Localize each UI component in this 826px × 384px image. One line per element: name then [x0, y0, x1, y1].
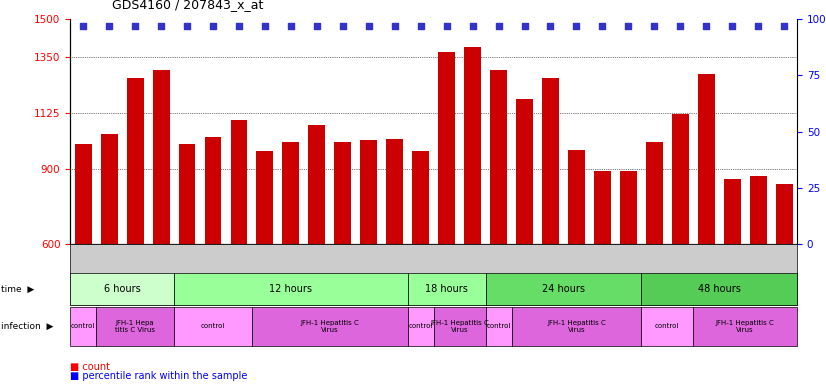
Text: JFH-1 Hepatitis C
Virus: JFH-1 Hepatitis C Virus — [301, 320, 359, 333]
Point — [492, 23, 506, 29]
Bar — [464, 47, 481, 244]
Bar — [360, 140, 377, 244]
Text: ■ count: ■ count — [70, 362, 110, 372]
Text: infection  ▶: infection ▶ — [1, 322, 53, 331]
Point — [362, 23, 375, 29]
Bar — [282, 142, 299, 244]
Point — [570, 23, 583, 29]
Point — [311, 23, 324, 29]
Bar — [490, 70, 507, 244]
Point — [725, 23, 738, 29]
Bar — [542, 78, 559, 244]
Bar — [776, 184, 792, 244]
Point — [232, 23, 245, 29]
Point — [596, 23, 609, 29]
Point — [622, 23, 635, 29]
Point — [180, 23, 193, 29]
Text: 6 hours: 6 hours — [104, 284, 140, 294]
Bar — [594, 172, 610, 244]
Text: JFH-1 Hepatitis C
Virus: JFH-1 Hepatitis C Virus — [547, 320, 605, 333]
Bar — [412, 152, 430, 244]
Bar — [750, 177, 767, 244]
Bar — [672, 114, 689, 244]
Bar — [126, 78, 144, 244]
Point — [284, 23, 297, 29]
Text: 18 hours: 18 hours — [425, 284, 468, 294]
Bar — [308, 125, 325, 244]
Text: 12 hours: 12 hours — [269, 284, 312, 294]
Bar — [101, 134, 117, 244]
Text: 24 hours: 24 hours — [542, 284, 585, 294]
Bar — [387, 139, 403, 244]
Point — [752, 23, 765, 29]
Point — [518, 23, 531, 29]
Point — [388, 23, 401, 29]
Bar — [230, 120, 248, 244]
Text: control: control — [487, 323, 510, 329]
Bar — [75, 144, 92, 244]
Point — [544, 23, 557, 29]
Bar — [178, 144, 196, 244]
Text: control: control — [201, 323, 225, 329]
Point — [440, 23, 453, 29]
Bar — [205, 137, 221, 244]
Bar — [516, 99, 533, 244]
Point — [77, 23, 90, 29]
Point — [700, 23, 713, 29]
Text: control: control — [409, 323, 433, 329]
Point — [674, 23, 687, 29]
Text: time  ▶: time ▶ — [1, 285, 34, 293]
Bar — [568, 150, 585, 244]
Point — [777, 23, 790, 29]
Text: control: control — [71, 323, 95, 329]
Point — [648, 23, 661, 29]
Text: ■ percentile rank within the sample: ■ percentile rank within the sample — [70, 371, 248, 381]
Point — [259, 23, 272, 29]
Point — [414, 23, 427, 29]
Bar — [153, 70, 169, 244]
Point — [102, 23, 116, 29]
Point — [466, 23, 479, 29]
Bar — [438, 52, 455, 244]
Text: 48 hours: 48 hours — [698, 284, 741, 294]
Point — [336, 23, 349, 29]
Point — [154, 23, 168, 29]
Text: JFH-1 Hepatitis C
Virus: JFH-1 Hepatitis C Virus — [716, 320, 775, 333]
Text: GDS4160 / 207843_x_at: GDS4160 / 207843_x_at — [112, 0, 263, 12]
Point — [129, 23, 142, 29]
Point — [206, 23, 220, 29]
Text: JFH-1 Hepa
titis C Virus: JFH-1 Hepa titis C Virus — [115, 320, 155, 333]
Bar — [724, 179, 741, 244]
Text: JFH-1 Hepatitis C
Virus: JFH-1 Hepatitis C Virus — [430, 320, 489, 333]
Bar — [256, 152, 273, 244]
Text: control: control — [655, 323, 680, 329]
Bar — [620, 172, 637, 244]
Bar — [646, 142, 662, 244]
Bar — [698, 74, 714, 244]
Bar — [335, 142, 351, 244]
